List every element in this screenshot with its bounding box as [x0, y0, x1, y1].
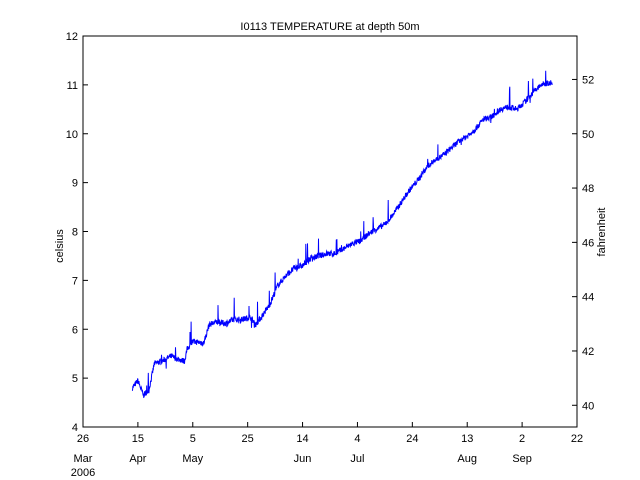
y-axis-label-right: fahrenheit [596, 208, 608, 257]
x-month-label: Jun [294, 453, 312, 465]
x-month-label: Aug [457, 453, 477, 465]
series-group [131, 70, 553, 399]
y-tick-label: 11 [67, 80, 78, 92]
x-tick-label: 25 [242, 433, 254, 445]
x-tick-label: 26 [77, 433, 89, 445]
x-month-label: Jul [350, 453, 364, 465]
y-right-tick-label: 50 [582, 129, 594, 141]
x-month-label: Sep [512, 453, 532, 465]
temperature-series-line [131, 70, 553, 399]
y-tick-label: 4 [72, 422, 78, 434]
y-right-tick-label: 48 [582, 183, 594, 195]
x-tick-label: 22 [571, 433, 583, 445]
x-tick-label: 13 [461, 433, 473, 445]
y-right-tick-label: 42 [582, 346, 594, 358]
x-month-label: Apr [129, 453, 146, 465]
y-axis-label-left: celsius [54, 229, 66, 263]
y-tick-label: 9 [72, 178, 78, 190]
y-tick-label: 7 [72, 275, 78, 287]
y-tick-label: 8 [72, 227, 78, 239]
x-tick-label: 2 [519, 433, 525, 445]
x-tick-label: 14 [296, 433, 308, 445]
y-tick-label: 12 [66, 31, 78, 43]
x-tick-label: 15 [132, 433, 144, 445]
y-right-tick-label: 40 [582, 400, 594, 412]
y-right-tick-label: 52 [582, 74, 594, 86]
y-right-tick-label: 46 [582, 237, 594, 249]
plot-area-frame [82, 35, 578, 428]
y-axis-left: 4 5 6 7 8 9 10 11 12 [66, 31, 88, 434]
y-right-tick-label: 44 [582, 292, 594, 304]
x-month-label: May [182, 453, 203, 465]
y-tick-label: 10 [66, 129, 78, 141]
x-month-label: Mar [74, 453, 93, 465]
y-tick-label: 5 [72, 373, 78, 385]
y-axis-right: 40 42 44 46 48 50 52 [572, 74, 594, 412]
x-tick-label: 24 [406, 433, 418, 445]
x-axis: 26 Mar 2006 15 Apr 5 May 25 14 Jun 4 Jul 24 13 Aug 2 Sep… [71, 422, 583, 479]
x-year-label: 2006 [71, 467, 95, 479]
x-tick-label: 4 [354, 433, 360, 445]
chart-title: I0113 TEMPERATURE at depth 50m [240, 21, 419, 33]
y-tick-label: 6 [72, 324, 78, 336]
x-tick-label: 5 [190, 433, 196, 445]
